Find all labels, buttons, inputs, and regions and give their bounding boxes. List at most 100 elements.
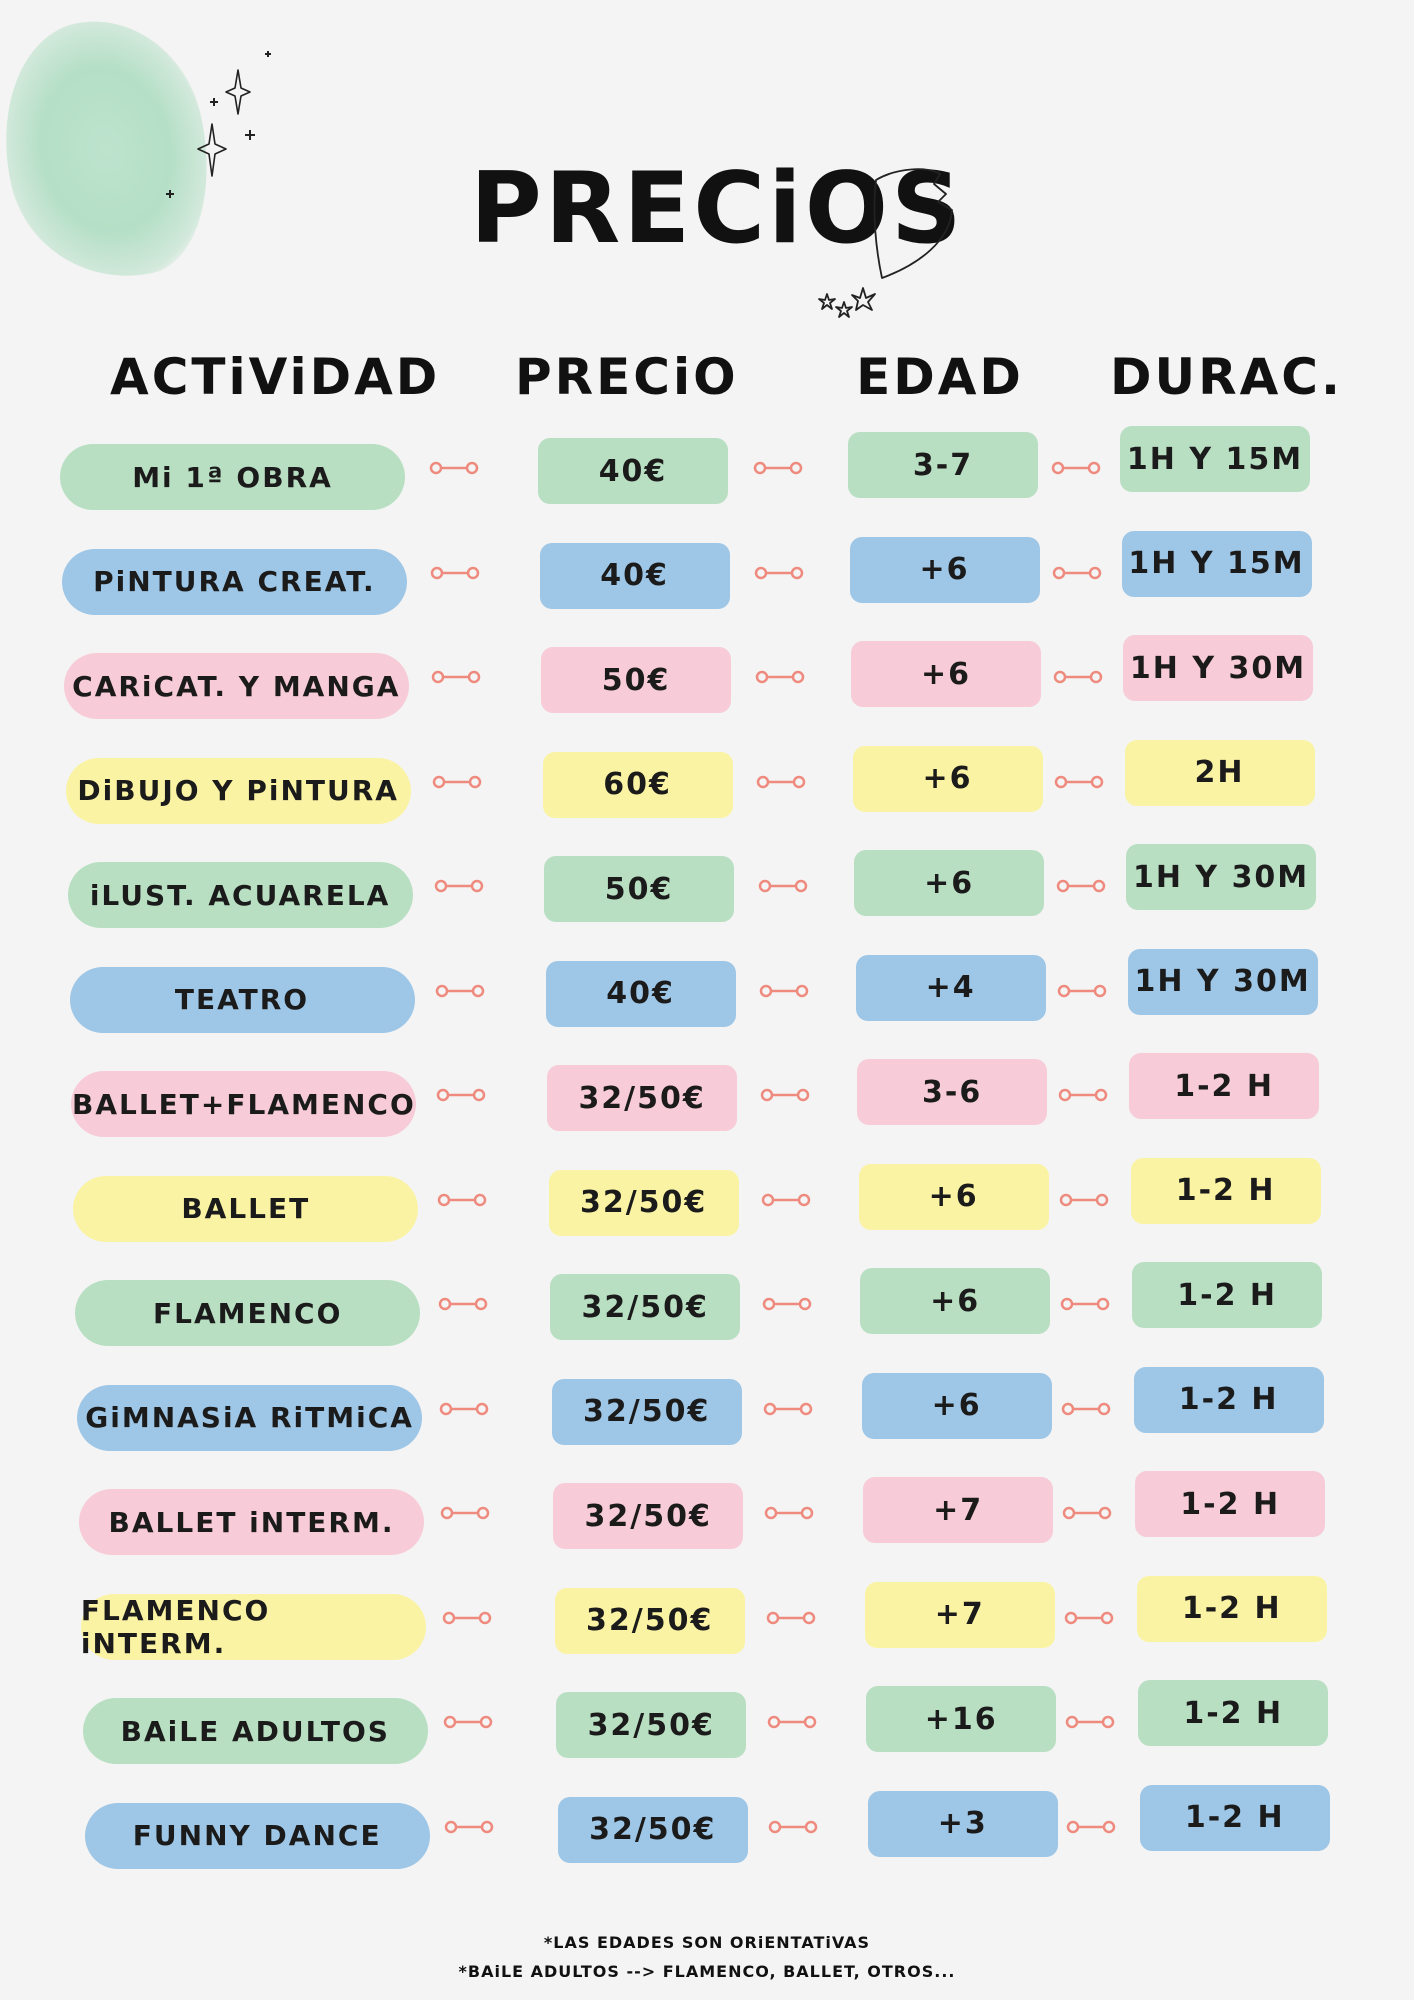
connector-icon bbox=[429, 461, 479, 475]
connector-icon bbox=[764, 1402, 813, 1415]
duracion-value: 1-2 H bbox=[1138, 1680, 1329, 1746]
precio-value: 32/50€ bbox=[550, 1274, 741, 1340]
connector-icon bbox=[430, 566, 480, 579]
precio-value: 32/50€ bbox=[551, 1378, 742, 1445]
sparkle-icon bbox=[166, 51, 271, 198]
precio-value: 32/50€ bbox=[547, 1065, 738, 1131]
duracion-value: 1-2 H bbox=[1136, 1575, 1327, 1642]
activity-label: PiNTURA CREAT. bbox=[61, 548, 407, 615]
connector-icon bbox=[432, 670, 481, 684]
duracion-value: 1-2 H bbox=[1133, 1366, 1324, 1433]
edad-value: +6 bbox=[849, 536, 1040, 603]
activity-label: FUNNY DANCE bbox=[84, 1802, 430, 1869]
doodle-icon bbox=[818, 168, 953, 318]
activity-label: GiMNASiA RiTMiCA bbox=[77, 1384, 423, 1451]
duracion-value: 1H Y 15M bbox=[1120, 426, 1310, 492]
connector-icon bbox=[1051, 461, 1101, 475]
connector-icon bbox=[767, 1715, 816, 1729]
connector-icon bbox=[753, 461, 803, 475]
connector-icon bbox=[760, 1088, 810, 1102]
activity-label: FLAMENCO iNTERM. bbox=[80, 1593, 426, 1660]
precio-value: 40€ bbox=[545, 960, 736, 1027]
connector-icon bbox=[757, 775, 806, 788]
duracion-value: 2H bbox=[1124, 739, 1315, 806]
connector-icon bbox=[442, 1611, 491, 1624]
connector-icon bbox=[754, 566, 804, 579]
precio-value: 32/50€ bbox=[554, 1587, 745, 1654]
footnotes: *LAS EDADES SON ORiENTATiVAS *BAiLE ADUL… bbox=[0, 1928, 1414, 1986]
connector-icon bbox=[1058, 1088, 1108, 1102]
activity-label: FLAMENCO bbox=[75, 1280, 421, 1346]
connector-icon bbox=[761, 1193, 811, 1206]
connector-icon bbox=[1052, 566, 1102, 579]
connector-icon bbox=[756, 670, 805, 684]
edad-value: +6 bbox=[860, 1268, 1051, 1334]
activity-label: BALLET bbox=[73, 1175, 419, 1242]
precio-value: 32/50€ bbox=[553, 1483, 744, 1549]
precio-value: 40€ bbox=[539, 542, 730, 609]
connector-icon bbox=[1057, 984, 1106, 997]
connector-icon bbox=[1062, 1402, 1111, 1415]
header-precio: PRECiO bbox=[515, 348, 739, 406]
edad-value: +7 bbox=[864, 1581, 1055, 1648]
edad-value: +6 bbox=[861, 1372, 1052, 1439]
precio-value: 32/50€ bbox=[557, 1796, 748, 1863]
connector-icon bbox=[766, 1611, 815, 1624]
duracion-value: 1-2 H bbox=[1129, 1053, 1320, 1119]
activity-label: BALLET+FLAMENCO bbox=[71, 1071, 417, 1137]
connector-icon bbox=[443, 1715, 492, 1729]
activity-label: BAiLE ADULTOS bbox=[82, 1698, 428, 1764]
connector-icon bbox=[440, 1402, 489, 1415]
precio-value: 32/50€ bbox=[556, 1692, 747, 1758]
header-edad: EDAD bbox=[856, 348, 1024, 406]
duracion-value: 1H Y 15M bbox=[1121, 530, 1312, 597]
connector-icon bbox=[1064, 1611, 1113, 1624]
edad-value: +4 bbox=[855, 954, 1046, 1021]
activity-label: TEATRO bbox=[69, 966, 415, 1033]
edad-value: +6 bbox=[852, 745, 1043, 812]
edad-value: 3-7 bbox=[848, 432, 1038, 498]
connector-icon bbox=[1066, 1820, 1116, 1833]
activity-label: Mi 1ª OBRA bbox=[60, 444, 405, 510]
activity-label: BALLET iNTERM. bbox=[79, 1489, 424, 1555]
footnote-ages: *LAS EDADES SON ORiENTATiVAS bbox=[543, 1933, 871, 1952]
connector-icon bbox=[768, 1820, 818, 1833]
connector-icon bbox=[437, 1193, 487, 1206]
connector-icon bbox=[1054, 670, 1103, 684]
edad-value: +7 bbox=[863, 1477, 1054, 1543]
connector-icon bbox=[1065, 1715, 1114, 1729]
precio-value: 32/50€ bbox=[548, 1169, 739, 1236]
duracion-value: 1-2 H bbox=[1130, 1157, 1321, 1224]
connector-icon bbox=[441, 1506, 490, 1520]
connector-icon bbox=[438, 1297, 488, 1311]
connector-icon bbox=[1055, 775, 1104, 788]
edad-value: +6 bbox=[851, 641, 1042, 707]
header-actividad: ACTiViDAD bbox=[110, 348, 441, 406]
connector-icon bbox=[433, 775, 482, 788]
activity-label: DiBUJO Y PiNTURA bbox=[65, 757, 411, 824]
connector-icon bbox=[1060, 1297, 1110, 1311]
connector-icon bbox=[444, 1820, 494, 1833]
duracion-value: 1H Y 30M bbox=[1123, 635, 1314, 701]
precio-value: 40€ bbox=[538, 438, 728, 504]
edad-value: 3-6 bbox=[857, 1059, 1048, 1125]
connector-icon bbox=[435, 984, 484, 997]
edad-value: +6 bbox=[854, 850, 1045, 916]
edad-value: +16 bbox=[866, 1686, 1057, 1752]
connector-icon bbox=[762, 1297, 812, 1311]
precio-value: 50€ bbox=[544, 856, 735, 922]
duracion-value: 1-2 H bbox=[1139, 1784, 1330, 1851]
connector-icon bbox=[758, 879, 807, 893]
connector-icon bbox=[1063, 1506, 1112, 1520]
connector-icon bbox=[1056, 879, 1105, 893]
connector-icon bbox=[436, 1088, 486, 1102]
connector-icon bbox=[765, 1506, 814, 1520]
duracion-value: 1-2 H bbox=[1132, 1262, 1323, 1328]
edad-value: +6 bbox=[858, 1163, 1049, 1230]
edad-value: +3 bbox=[867, 1790, 1058, 1857]
connector-icon bbox=[1059, 1193, 1109, 1206]
duracion-value: 1-2 H bbox=[1135, 1471, 1326, 1537]
precio-value: 50€ bbox=[541, 647, 732, 713]
activity-label: iLUST. ACUARELA bbox=[67, 862, 413, 928]
precio-value: 60€ bbox=[542, 751, 733, 818]
